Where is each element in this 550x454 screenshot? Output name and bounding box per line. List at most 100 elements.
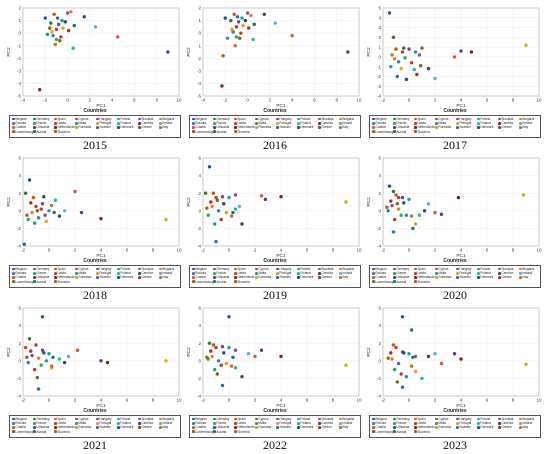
data-point-france — [54, 37, 59, 42]
y-tick-label: 6 — [18, 306, 21, 311]
legend-label: Greece — [321, 275, 332, 280]
data-point-finland — [71, 46, 75, 50]
legend-item: France — [393, 121, 414, 125]
legend-marker-icon — [456, 122, 459, 125]
legend-label: Germany — [36, 417, 50, 421]
legend-item: Denmark — [117, 425, 138, 429]
legend-marker-icon — [393, 430, 396, 434]
legend-marker-icon — [297, 122, 300, 125]
legend-label: Bulgaria — [162, 417, 175, 421]
x-axis-label: PC1 — [456, 103, 466, 109]
legend-box: Belgium Germany Spain Cyprus Hungary Poland Sl… — [9, 415, 181, 438]
legend-marker-icon — [498, 272, 501, 275]
legend-item: Estonia — [372, 421, 393, 425]
data-point-finland — [420, 376, 424, 381]
legend-label: Hungary — [459, 417, 472, 421]
data-point-denmark — [222, 202, 226, 206]
legend-label: France — [216, 421, 227, 426]
legend-label: Slovenia — [57, 429, 70, 434]
legend-item: Ireland — [519, 421, 540, 425]
y-tick-label: 4 — [378, 173, 381, 178]
legend-marker-icon — [192, 417, 195, 421]
legend-item: Malta — [255, 121, 276, 125]
legend-label: Luxembourg — [195, 279, 213, 284]
x-tick-label: 0 — [48, 398, 51, 403]
data-point-romania — [164, 217, 168, 222]
legend-marker-icon — [12, 430, 15, 434]
data-point-netherlands — [105, 360, 110, 365]
legend-marker-icon — [414, 430, 417, 434]
data-point-luxembourg — [35, 209, 39, 213]
legend-label: Czechia — [501, 271, 513, 276]
legend-item: Germany — [33, 417, 54, 421]
legend-label: Czechia — [501, 121, 513, 126]
y-tick-label: -3 — [377, 84, 381, 89]
legend-item: Slovakia — [138, 117, 159, 121]
data-point-latvia — [219, 217, 223, 222]
data-point-czechia — [422, 209, 427, 213]
data-point-netherlands — [279, 354, 283, 359]
y-tick-label: -2 — [197, 56, 201, 61]
legend-label: Netherlands — [417, 425, 435, 430]
legend-item: Lithuania — [393, 425, 414, 429]
legend-marker-icon — [477, 122, 480, 125]
data-point-luxembourg — [419, 63, 423, 68]
legend-title: Countries — [83, 258, 107, 264]
legend-label: Greece — [141, 275, 152, 280]
x-tick-label: 10 — [356, 248, 362, 253]
legend-label: Portugal — [99, 421, 112, 426]
legend-marker-icon — [117, 417, 120, 421]
chart-panel-2020: -2 0 2 4 6 8 10 -4 -2 0 2 4 6 PC1 PC2 Countries Belgium G… — [365, 152, 545, 302]
legend-marker-icon — [138, 126, 141, 129]
data-point-slovenia — [386, 356, 390, 360]
legend-label: Austria — [36, 429, 47, 434]
legend-item: Bulgaria — [339, 267, 360, 271]
legend-item: Slovenia — [54, 130, 75, 134]
legend-marker-icon — [393, 130, 396, 134]
chart-panel-2016: -4 -2 0 2 4 6 8 10 -5 -4 -3 -2 -1 0 1 2 PC1 PC2 Countries B… — [185, 2, 365, 152]
data-point-sweden — [220, 383, 225, 388]
data-point-croatia — [73, 189, 77, 194]
x-tick-label: 0 — [408, 398, 411, 403]
legend-marker-icon — [117, 122, 120, 125]
legend-label: Sweden — [99, 425, 111, 430]
legend-item: Portugal — [456, 421, 477, 425]
legend-item: Finland — [297, 271, 318, 275]
legend-marker-icon — [519, 117, 522, 121]
legend-marker-icon — [456, 272, 459, 275]
legend-marker-icon — [96, 272, 99, 275]
legend-label: Hungary — [279, 417, 292, 421]
legend-item: Portugal — [96, 271, 117, 275]
legend-item: Latvia — [54, 121, 75, 125]
data-point-denmark — [402, 201, 406, 205]
data-point-hungary — [407, 47, 411, 51]
legend-marker-icon — [117, 267, 120, 271]
x-tick-label: 6 — [306, 248, 309, 253]
chart-panel-2022: -2 0 2 4 6 8 10 -4 -2 0 2 4 6 PC1 PC2 Countries Belgium G… — [185, 302, 365, 452]
data-point-croatia — [452, 55, 457, 59]
data-point-ireland — [273, 21, 278, 25]
legend-label: Netherlands — [417, 125, 435, 130]
legend-label: Germany — [396, 117, 410, 121]
legend-label: Slovakia — [321, 267, 334, 271]
legend-item: Italy — [519, 125, 540, 129]
legend-label: Ireland — [342, 271, 353, 276]
x-tick-label: 10 — [536, 248, 542, 253]
legend-label: Slovakia — [501, 117, 514, 121]
legend-label: Hungary — [279, 267, 292, 271]
data-point-luxembourg — [58, 38, 62, 43]
data-point-cyprus — [214, 195, 218, 200]
legend-label: Slovenia — [237, 279, 250, 284]
data-point-malta — [404, 374, 409, 379]
legend-item: Bulgaria — [519, 417, 540, 421]
y-axis-label: PC2 — [6, 197, 12, 207]
legend-marker-icon — [477, 426, 480, 429]
legend-marker-icon — [276, 126, 279, 129]
x-tick-label: 8 — [512, 248, 515, 253]
legend-box: Belgium Germany Spain Cyprus Hungary Poland Sl… — [369, 265, 541, 288]
legend-item: Italy — [339, 425, 360, 429]
legend-item: Netherlands — [54, 425, 75, 429]
data-point-bulgaria — [36, 356, 41, 360]
